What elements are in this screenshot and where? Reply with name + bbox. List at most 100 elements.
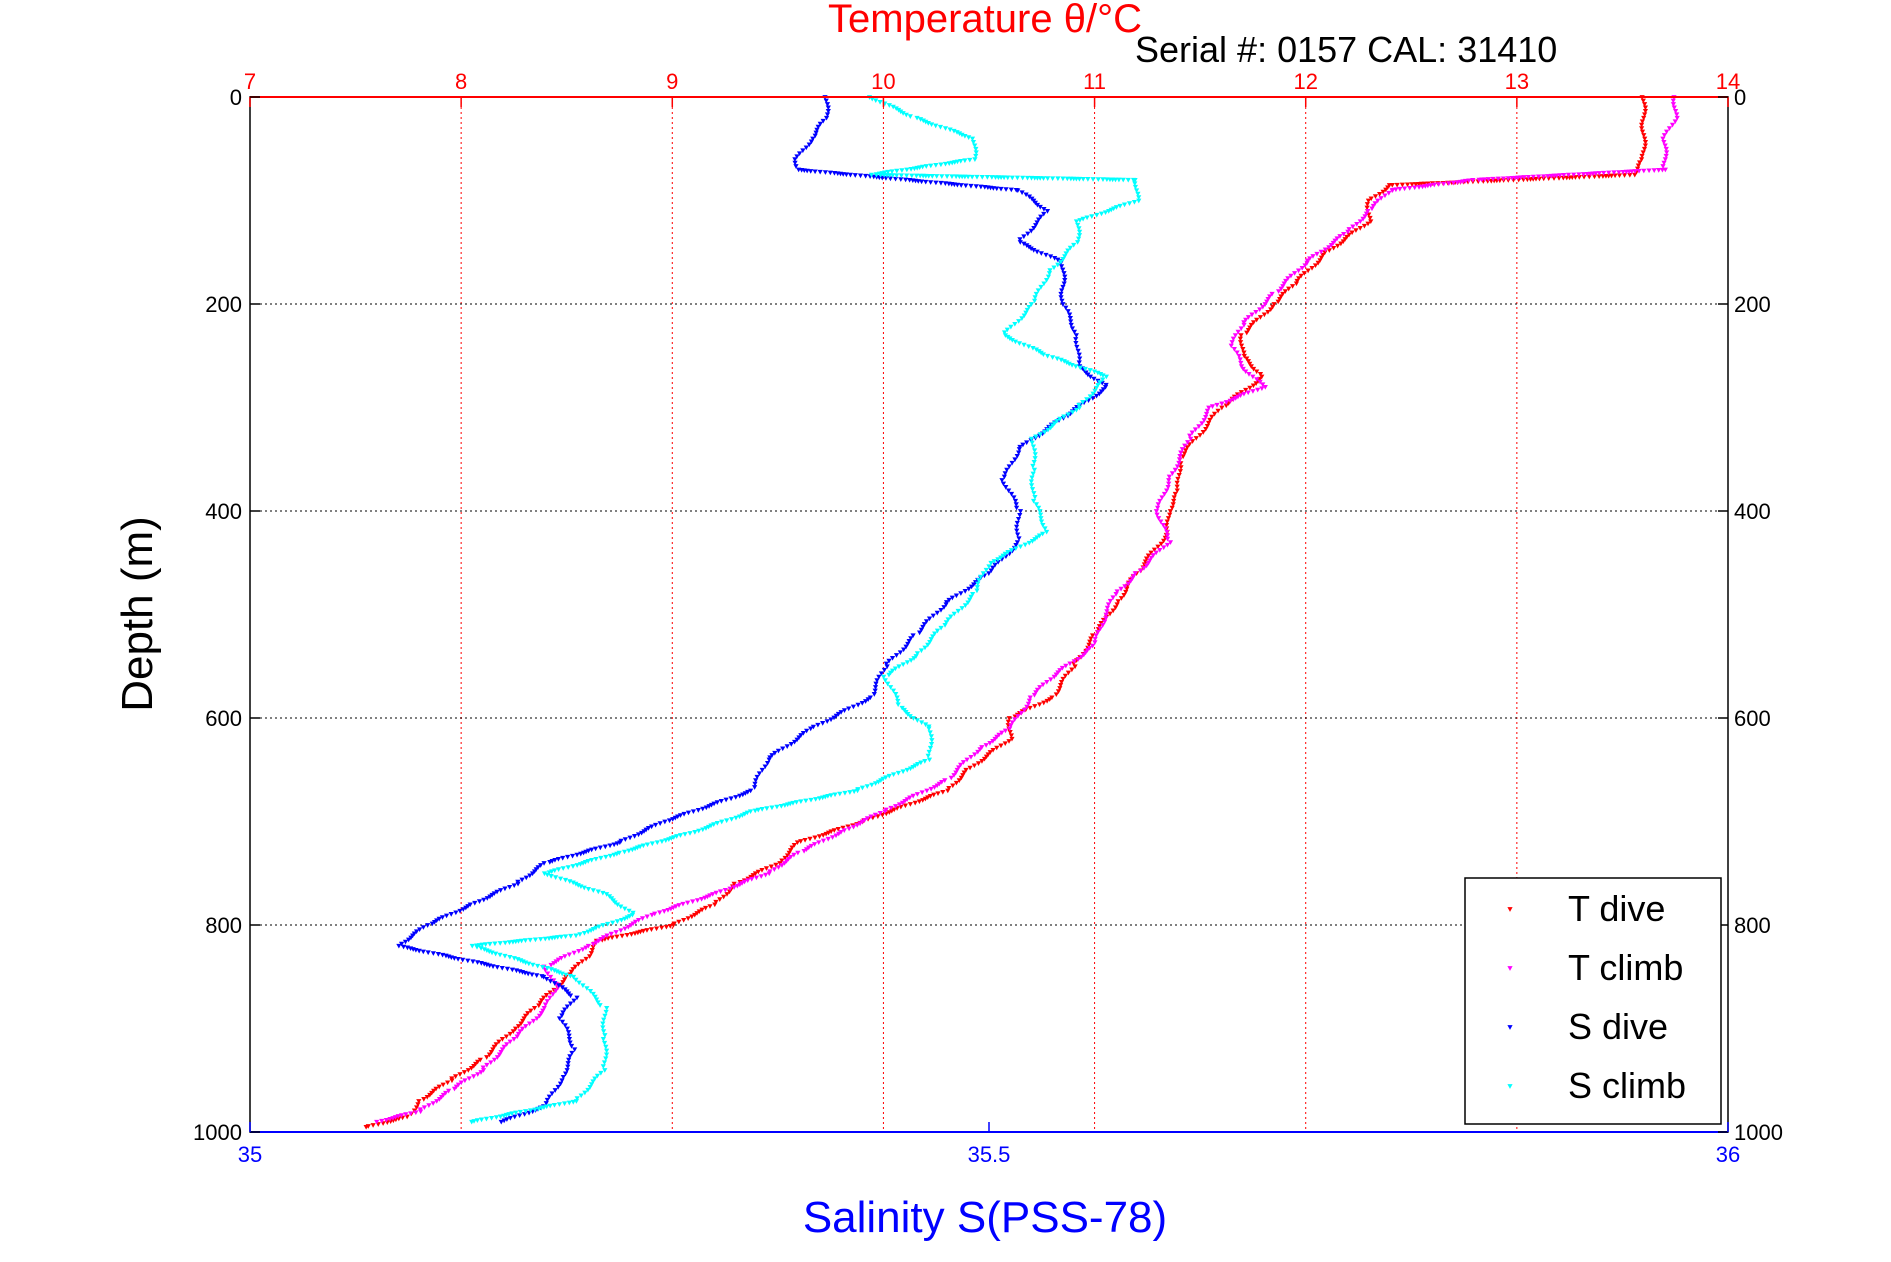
data-point — [1121, 593, 1127, 598]
data-point — [1082, 366, 1088, 372]
data-point — [610, 920, 616, 926]
data-point — [1164, 536, 1171, 542]
data-point — [440, 1082, 446, 1088]
data-point — [1017, 509, 1024, 514]
data-point — [532, 1107, 538, 1113]
data-point — [951, 773, 957, 778]
data-point — [955, 608, 961, 614]
data-point — [562, 1023, 568, 1028]
data-point — [472, 900, 478, 906]
data-point — [488, 1115, 495, 1121]
data-point — [1014, 453, 1020, 459]
data-point — [370, 1123, 376, 1128]
data-point — [402, 939, 409, 945]
data-point — [976, 578, 982, 583]
data-point — [1008, 733, 1014, 739]
data-point — [1014, 524, 1020, 530]
data-point — [1065, 670, 1072, 676]
data-point — [794, 154, 800, 160]
data-point — [1061, 414, 1067, 420]
data-point — [563, 934, 569, 940]
data-point — [1616, 170, 1622, 175]
data-point — [458, 1080, 464, 1086]
data-point — [1009, 736, 1015, 742]
data-point — [959, 606, 965, 611]
data-point — [413, 1110, 419, 1116]
data-point — [1314, 251, 1320, 257]
data-point — [1069, 410, 1076, 415]
data-point — [873, 681, 879, 687]
data-point — [962, 589, 968, 594]
data-point — [728, 817, 735, 822]
data-point — [430, 1101, 436, 1106]
data-point — [933, 180, 939, 186]
data-point — [1023, 192, 1029, 198]
data-point — [1062, 673, 1068, 679]
data-point — [1058, 295, 1064, 300]
data-point — [914, 115, 920, 121]
data-point — [649, 824, 655, 830]
data-point — [565, 1030, 572, 1035]
data-point — [1003, 554, 1009, 560]
data-point — [1071, 329, 1078, 335]
data-point — [1241, 322, 1247, 328]
data-point — [1548, 173, 1554, 179]
data-point — [1354, 221, 1360, 227]
data-point — [978, 574, 984, 580]
data-point — [1065, 309, 1071, 314]
data-point — [1611, 170, 1617, 176]
data-point — [460, 957, 466, 963]
data-point — [733, 795, 739, 800]
data-point — [1026, 305, 1032, 310]
data-point — [1038, 512, 1044, 518]
data-point — [840, 825, 846, 831]
data-point — [1155, 505, 1161, 511]
data-point — [1038, 214, 1044, 220]
data-point — [547, 995, 553, 1001]
data-point — [569, 1050, 575, 1056]
data-point — [958, 762, 964, 768]
data-point — [869, 782, 875, 788]
data-point — [1346, 227, 1352, 232]
data-point — [983, 567, 989, 573]
data-point — [1006, 716, 1012, 721]
depth-tick-label-left: 600 — [205, 706, 242, 731]
data-point — [1302, 263, 1308, 269]
data-point — [988, 560, 994, 566]
data-point — [676, 919, 682, 925]
data-point — [788, 742, 794, 747]
data-point — [954, 767, 960, 773]
data-point — [483, 1116, 490, 1122]
data-point — [825, 830, 832, 836]
data-point — [1033, 502, 1039, 507]
data-point — [1169, 505, 1175, 511]
data-point — [491, 1044, 497, 1050]
data-point — [1166, 481, 1172, 487]
data-point — [831, 828, 837, 833]
data-point — [1007, 336, 1013, 342]
data-point — [791, 739, 798, 745]
data-point — [763, 872, 769, 878]
data-point — [1641, 168, 1647, 174]
data-point — [506, 940, 513, 945]
data-point — [724, 818, 730, 824]
data-point — [1160, 522, 1166, 528]
data-point — [593, 856, 599, 862]
data-point — [685, 810, 692, 816]
data-point — [1257, 307, 1263, 313]
data-point — [541, 861, 547, 866]
data-point — [1115, 599, 1121, 604]
data-point — [1073, 340, 1079, 346]
data-point — [1075, 240, 1081, 245]
data-point — [652, 822, 659, 828]
data-point — [1045, 427, 1051, 433]
data-point — [1282, 289, 1288, 294]
data-point — [1052, 256, 1058, 261]
data-point — [1436, 182, 1442, 187]
data-point — [1027, 695, 1033, 701]
data-point — [1026, 194, 1033, 200]
data-point — [968, 754, 974, 760]
data-point — [1044, 353, 1051, 359]
data-point — [1165, 516, 1172, 521]
data-point — [476, 899, 483, 904]
